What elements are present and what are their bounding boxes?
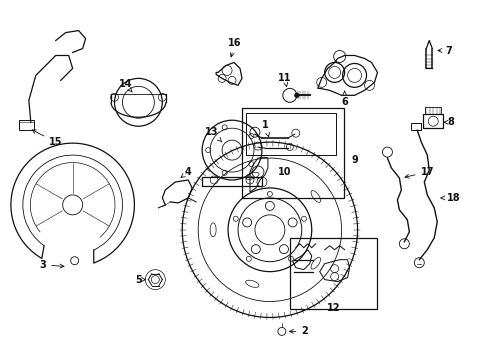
Bar <box>423 114 442 128</box>
Bar <box>242 108 343 198</box>
Bar <box>245 113 335 155</box>
Text: 1: 1 <box>261 120 269 137</box>
Text: 14: 14 <box>119 79 132 92</box>
Text: 16: 16 <box>228 37 241 57</box>
Text: 18: 18 <box>440 193 460 203</box>
Text: 4: 4 <box>181 167 191 177</box>
Bar <box>425 107 440 114</box>
Text: 6: 6 <box>341 91 347 107</box>
Text: 5: 5 <box>135 275 145 285</box>
Text: 7: 7 <box>437 45 452 55</box>
Text: 13: 13 <box>205 127 222 142</box>
Text: 8: 8 <box>443 117 454 127</box>
Bar <box>289 238 377 310</box>
Text: 11: 11 <box>278 73 291 86</box>
Text: 10: 10 <box>278 167 291 177</box>
Text: 2: 2 <box>289 327 307 336</box>
Bar <box>202 177 262 186</box>
Bar <box>410 123 421 130</box>
Bar <box>19 120 34 130</box>
Text: 3: 3 <box>40 260 64 270</box>
Text: 9: 9 <box>350 155 357 165</box>
Text: 15: 15 <box>32 130 62 147</box>
Text: 12: 12 <box>326 302 340 312</box>
Text: 17: 17 <box>404 167 433 178</box>
Circle shape <box>294 93 298 97</box>
